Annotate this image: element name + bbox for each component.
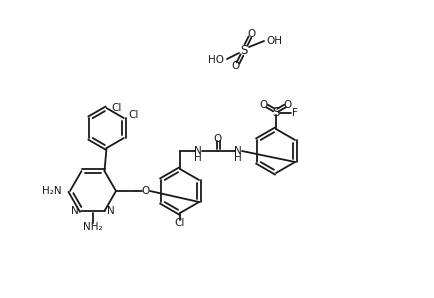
Text: H₂N: H₂N [43, 186, 62, 196]
Text: N: N [234, 146, 242, 156]
Text: H: H [234, 153, 242, 163]
Text: F: F [292, 108, 298, 118]
Text: O: O [232, 61, 240, 71]
Text: Cl: Cl [175, 218, 185, 228]
Text: OH: OH [266, 36, 282, 46]
Text: N: N [108, 206, 115, 216]
Text: O: O [284, 100, 292, 110]
Text: S: S [240, 44, 248, 57]
Text: Cl: Cl [129, 110, 139, 120]
Text: S: S [272, 106, 279, 119]
Text: H: H [194, 153, 202, 163]
Text: Cl: Cl [112, 103, 122, 113]
Text: O: O [260, 100, 268, 110]
Text: HO: HO [208, 55, 224, 65]
Text: N: N [71, 206, 79, 216]
Text: N: N [194, 146, 202, 156]
Text: O: O [248, 29, 256, 39]
Text: NH₂: NH₂ [83, 222, 103, 232]
Text: O: O [214, 134, 222, 144]
Text: O: O [142, 186, 150, 196]
